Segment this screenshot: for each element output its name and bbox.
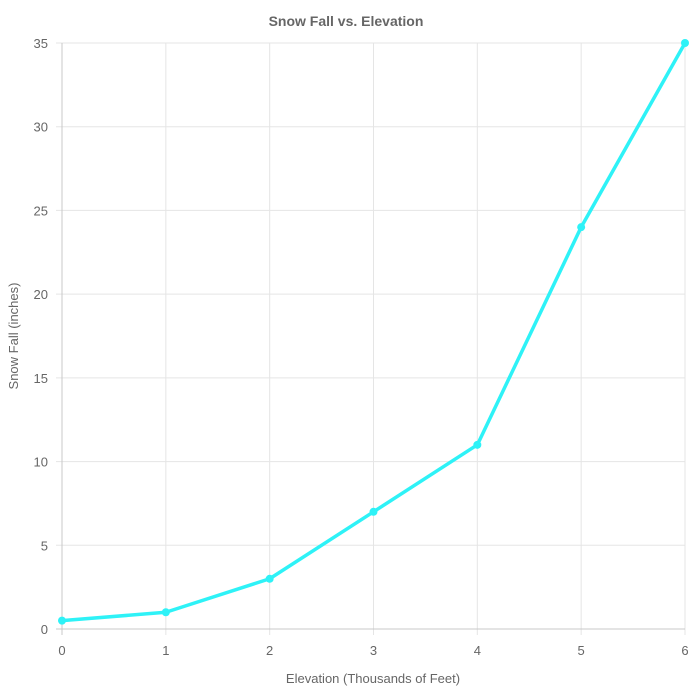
data-point[interactable] bbox=[473, 440, 482, 449]
y-axis-label: Snow Fall (inches) bbox=[6, 283, 21, 390]
x-tick-label: 5 bbox=[578, 643, 585, 658]
y-tick-label: 10 bbox=[34, 455, 48, 470]
data-point[interactable] bbox=[577, 223, 586, 232]
data-point[interactable] bbox=[58, 616, 66, 625]
x-axis-label: Elevation (Thousands of Feet) bbox=[286, 671, 460, 686]
data-point[interactable] bbox=[369, 507, 378, 516]
y-tick-label: 30 bbox=[34, 120, 48, 135]
x-tick-label: 2 bbox=[266, 643, 273, 658]
data-point[interactable] bbox=[161, 608, 170, 617]
y-tick-label: 15 bbox=[34, 371, 48, 386]
x-tick-label: 3 bbox=[370, 643, 377, 658]
data-point[interactable] bbox=[681, 39, 689, 47]
y-tick-label: 0 bbox=[41, 622, 48, 637]
tick-labels: 0 1 2 3 4 5 6 0 5 10 15 20 25 30 35 bbox=[34, 36, 689, 658]
series bbox=[58, 39, 689, 625]
data-point[interactable] bbox=[265, 574, 274, 583]
chart-title: Snow Fall vs. Elevation bbox=[269, 13, 424, 29]
x-tick-label: 4 bbox=[474, 643, 481, 658]
y-tick-label: 35 bbox=[34, 36, 48, 51]
grid bbox=[56, 42, 686, 635]
x-tick-label: 6 bbox=[681, 643, 688, 658]
y-tick-label: 5 bbox=[41, 538, 48, 553]
y-tick-label: 25 bbox=[34, 203, 48, 218]
axes bbox=[56, 43, 685, 635]
y-tick-label: 20 bbox=[34, 287, 48, 302]
x-tick-label: 0 bbox=[58, 643, 65, 658]
x-tick-label: 1 bbox=[162, 643, 169, 658]
